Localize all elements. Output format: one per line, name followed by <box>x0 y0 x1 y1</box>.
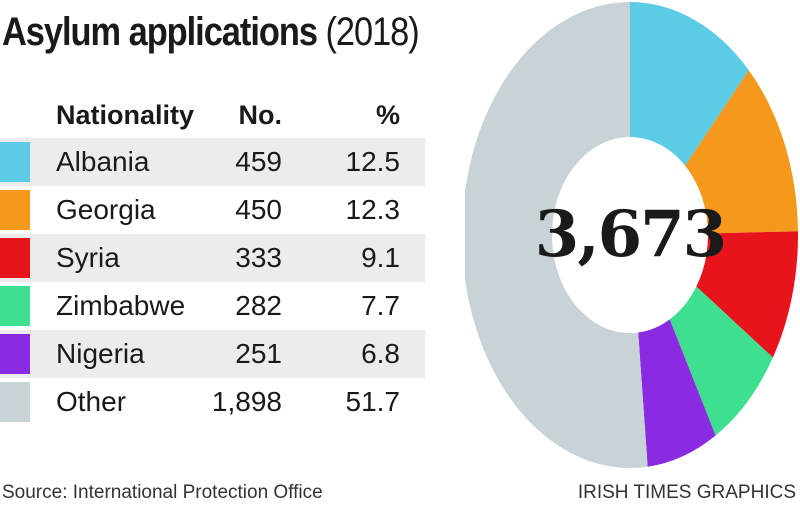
row-number: 1,898 <box>211 386 282 417</box>
table-row: Nigeria 251 6.8 <box>0 330 425 378</box>
table-body: Albania 459 12.5 Georgia 450 12.3 Syria … <box>0 138 425 426</box>
row-number: 333 <box>235 242 282 273</box>
legend-swatch <box>0 286 30 326</box>
row-number: 282 <box>235 290 282 321</box>
row-percent: 12.5 <box>345 146 401 177</box>
table-header-row: Nationality No. % <box>0 92 425 138</box>
title-year: (2018) <box>325 10 419 54</box>
row-percent: 6.8 <box>361 338 400 369</box>
column-header-number: No. <box>238 100 283 130</box>
column-header-nationality: Nationality <box>56 100 195 130</box>
table-row: Syria 333 9.1 <box>0 234 425 282</box>
donut-chart: 3,673 <box>465 0 800 470</box>
row-percent: 7.7 <box>361 290 400 321</box>
legend-swatch <box>0 238 30 278</box>
row-number: 450 <box>235 194 282 225</box>
table-row: Albania 459 12.5 <box>0 138 425 186</box>
column-header-percent: % <box>375 100 400 130</box>
legend-swatch <box>0 382 30 422</box>
donut-slices <box>465 2 798 468</box>
row-nationality: Albania <box>56 146 150 177</box>
source-note: Source: International Protection Office <box>2 482 323 503</box>
row-nationality: Georgia <box>56 194 156 225</box>
title-main: Asylum applications <box>2 10 318 54</box>
table-row: Georgia 450 12.3 <box>0 186 425 234</box>
donut-slice-other <box>465 2 648 468</box>
legend-swatch <box>0 190 30 230</box>
row-nationality: Nigeria <box>56 338 145 369</box>
donut-slice-albania <box>630 2 749 166</box>
row-nationality: Syria <box>56 242 120 273</box>
row-number: 459 <box>235 146 282 177</box>
chart-title: Asylum applications (2018) <box>2 6 420 58</box>
donut-svg: 3,673 <box>465 2 798 468</box>
donut-slice-syria <box>696 231 798 358</box>
donut-slice-georgia <box>685 70 798 234</box>
table-row: Zimbabwe 282 7.7 <box>0 282 425 330</box>
donut-total-label: 3,673 <box>535 197 725 272</box>
row-nationality: Other <box>56 386 127 417</box>
donut-slice-nigeria <box>638 319 716 467</box>
row-percent: 9.1 <box>361 242 400 273</box>
legend-swatch <box>0 142 30 182</box>
row-percent: 12.3 <box>345 194 401 225</box>
row-percent: 51.7 <box>345 386 401 417</box>
donut-slice-zimbabwe <box>669 286 773 436</box>
row-number: 251 <box>235 338 282 369</box>
table-row: Other 1,898 51.7 <box>0 378 425 426</box>
graphics-credit: IRISH TIMES GRAPHICS <box>577 482 796 503</box>
legend-swatch <box>0 334 30 374</box>
nationality-table: Nationality No. % Albania 459 12.5 Georg… <box>0 92 425 426</box>
row-nationality: Zimbabwe <box>56 290 186 321</box>
